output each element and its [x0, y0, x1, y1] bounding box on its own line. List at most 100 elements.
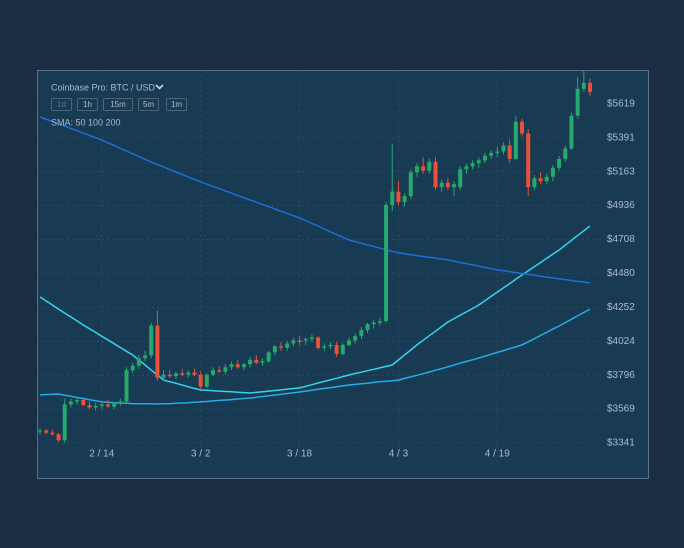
interval-label[interactable]: 1d: [57, 100, 66, 109]
candle-body: [408, 172, 413, 197]
candle-body: [439, 182, 444, 188]
candle-body: [87, 405, 92, 408]
candle-body: [520, 121, 525, 134]
chart-panel: [37, 70, 649, 479]
candle-body: [489, 152, 494, 156]
y-tick-label: $3796: [607, 370, 635, 381]
candle-body: [38, 430, 42, 432]
interval-button[interactable]: [77, 98, 98, 111]
candle-body: [75, 400, 80, 402]
candle-body: [180, 373, 185, 375]
interval-buttons: 1d 1h 15m 5m 1m: [51, 98, 187, 111]
interval-button[interactable]: [166, 98, 187, 111]
interval-button[interactable]: [51, 98, 72, 111]
y-tick-label: $3569: [607, 404, 635, 415]
candle-body: [476, 160, 481, 164]
candle-body: [322, 346, 327, 348]
candle-body: [118, 401, 123, 404]
candle-body: [346, 340, 351, 345]
y-tick-label: $4936: [607, 200, 635, 211]
candle-body: [353, 335, 358, 341]
candle-body: [414, 166, 419, 173]
candle-body: [557, 158, 562, 168]
candle-body: [260, 361, 265, 363]
interval-label[interactable]: 15m: [110, 100, 126, 109]
candle-body: [303, 338, 308, 341]
candle-body: [217, 370, 222, 372]
interval-button[interactable]: [138, 98, 159, 111]
candle-body: [62, 404, 67, 441]
candle-body: [371, 322, 376, 325]
candle-body: [390, 191, 395, 206]
candle-body: [427, 161, 432, 171]
sma-line: [39, 225, 591, 394]
candle-body: [507, 145, 512, 159]
candle-body: [81, 400, 86, 406]
candle-body: [482, 155, 487, 161]
candle-body: [229, 364, 234, 368]
candle-body: [68, 401, 73, 405]
candle-body: [421, 166, 426, 171]
y-tick-label: $4024: [607, 336, 635, 347]
candle-body: [44, 430, 49, 433]
candle-body: [105, 404, 110, 407]
candle-body: [470, 163, 475, 167]
candle-body: [291, 340, 296, 344]
candle-body: [56, 434, 61, 441]
axes: $3341 $3569 $3796 $4024 $4252 $4480 $4708 $4936…: [89, 99, 635, 460]
candle-body: [458, 169, 463, 188]
candle-body: [464, 166, 469, 170]
candle-body: [396, 191, 401, 203]
candle-body: [328, 344, 333, 347]
candle-body: [340, 344, 345, 354]
candle-body: [130, 365, 135, 371]
candle-body: [581, 82, 586, 89]
interval-label[interactable]: 1h: [83, 100, 92, 109]
candle-body: [167, 374, 172, 377]
candles: [38, 71, 592, 444]
candle-body: [495, 151, 500, 153]
x-tick-label: 4 / 3: [389, 449, 409, 460]
y-tick-label: $4252: [607, 302, 635, 313]
candle-body: [136, 358, 141, 366]
candle-body: [285, 343, 290, 348]
candle-body: [563, 148, 568, 159]
candle-body: [501, 145, 506, 152]
candle-body: [50, 432, 55, 435]
interval-label[interactable]: 5m: [143, 100, 154, 109]
candle-body: [445, 182, 450, 188]
candle-body: [513, 121, 518, 159]
candle-body: [248, 359, 253, 365]
candle-body: [309, 337, 314, 339]
candle-body: [569, 115, 574, 149]
candle-body: [192, 372, 197, 375]
x-tick-label: 3 / 2: [191, 449, 211, 460]
candle-body: [377, 321, 382, 323]
candle-body: [149, 325, 154, 356]
candle-body: [254, 359, 259, 363]
candle-body: [402, 196, 407, 203]
y-tick-label: $5163: [607, 166, 635, 177]
candle-body: [550, 167, 555, 177]
market-title[interactable]: Coinbase Pro: BTC / USD: [51, 82, 156, 92]
y-tick-label: $3341: [607, 438, 635, 449]
candle-body: [241, 364, 246, 368]
candle-body: [266, 352, 271, 362]
candle-body: [186, 372, 191, 375]
interval-label[interactable]: 1m: [171, 100, 182, 109]
candle-body: [143, 355, 148, 359]
candle-body: [316, 337, 321, 348]
candle-body: [99, 404, 104, 406]
candle-body: [334, 344, 339, 354]
x-tick-label: 4 / 19: [485, 449, 510, 460]
x-tick-label: 2 / 14: [89, 449, 114, 460]
candle-body: [575, 88, 580, 116]
candle-body: [211, 370, 216, 375]
dropdown-icon[interactable]: [155, 84, 164, 90]
candle-body: [297, 340, 302, 342]
interval-button[interactable]: [103, 98, 133, 111]
candle-body: [526, 133, 531, 188]
candle-body: [365, 324, 370, 331]
candle-body: [112, 403, 117, 407]
